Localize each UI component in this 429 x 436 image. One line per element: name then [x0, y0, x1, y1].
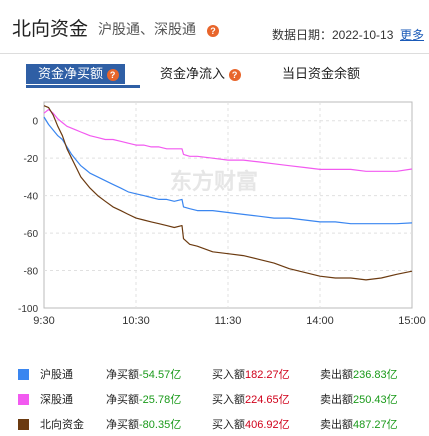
- legend-sell: 卖出额487.27亿: [320, 414, 398, 436]
- legend-sell: 卖出额250.43亿: [320, 389, 398, 411]
- y-axis-ticks: 0 -20 -40 -60 -80 -100: [18, 117, 38, 315]
- sell-value: 236.83亿: [353, 369, 398, 381]
- sell-value: 487.27亿: [353, 419, 398, 431]
- y-tick-label: -80: [24, 267, 39, 278]
- net-label: 净买额: [106, 394, 139, 406]
- tab-active-underline: [26, 85, 140, 88]
- buy-label: 买入额: [212, 394, 245, 406]
- buy-value: 182.27亿: [245, 369, 290, 381]
- x-tick-label: 15:00: [398, 315, 426, 327]
- buy-label: 买入额: [212, 369, 245, 381]
- sell-value: 250.43亿: [353, 394, 398, 406]
- series-line-sh: [43, 116, 413, 225]
- legend-name: 沪股通: [40, 369, 73, 381]
- more-link[interactable]: 更多: [400, 28, 425, 42]
- buy-label: 买入额: [212, 419, 245, 431]
- tab-daily-balance[interactable]: 当日资金余额: [282, 64, 360, 84]
- tab-daily-balance-label: 当日资金余额: [282, 66, 361, 81]
- help-icon[interactable]: ?: [207, 25, 219, 37]
- legend-net: 净买额-80.35亿: [106, 414, 181, 436]
- net-buy-chart[interactable]: 东方财富 0 -20 -40 -60 -80 -100 9:30 10:30 11:30 14:…: [0, 92, 429, 332]
- y-tick-label: -60: [24, 229, 39, 240]
- legend-swatch: [18, 394, 29, 405]
- net-label: 净买额: [106, 419, 139, 431]
- x-tick-label: 9:30: [33, 315, 54, 327]
- tab-net-buy-label: 资金净买额: [38, 66, 104, 81]
- net-label: 净买额: [106, 369, 139, 381]
- tab-bar: 资金净买额 ? 资金净流入 ? 当日资金余额: [0, 60, 429, 90]
- legend-sell: 卖出额236.83亿: [320, 364, 398, 386]
- sell-label: 卖出额: [320, 419, 353, 431]
- legend-swatch: [18, 369, 29, 380]
- x-tick-label: 14:00: [306, 315, 334, 327]
- y-tick-label: 0: [32, 117, 38, 128]
- chart-grid: [43, 101, 413, 309]
- legend-row-sz: 深股通 净买额-25.78亿 买入额224.65亿 卖出额250.43亿: [0, 389, 429, 411]
- legend-row-north: 北向资金 净买额-80.35亿 买入额406.92亿 卖出额487.27亿: [0, 414, 429, 436]
- legend-swatch: [18, 419, 29, 430]
- buy-value: 406.92亿: [245, 419, 290, 431]
- net-value: -54.57亿: [139, 369, 182, 381]
- legend-name: 深股通: [40, 394, 73, 406]
- y-tick-label: -40: [24, 192, 39, 203]
- net-value: -80.35亿: [139, 419, 182, 431]
- buy-value: 224.65亿: [245, 394, 290, 406]
- watermark: 东方财富: [170, 169, 258, 194]
- tab-net-inflow[interactable]: 资金净流入 ?: [160, 64, 241, 84]
- legend-net: 净买额-54.57亿: [106, 364, 181, 386]
- chart-series: [43, 105, 413, 281]
- legend-row-sh: 沪股通 净买额-54.57亿 买入额182.27亿 卖出额236.83亿: [0, 364, 429, 386]
- y-tick-label: -100: [18, 304, 38, 315]
- legend-buy: 买入额406.92亿: [212, 414, 290, 436]
- tab-net-buy[interactable]: 资金净买额 ?: [26, 64, 125, 84]
- legend-buy: 买入额224.65亿: [212, 389, 290, 411]
- page-title: 北向资金: [12, 19, 89, 40]
- help-icon[interactable]: ?: [228, 68, 241, 81]
- tab-net-inflow-label: 资金净流入: [160, 66, 226, 81]
- data-date: 数据日期：2022-10-13: [272, 28, 394, 42]
- series-line-north: [43, 105, 413, 281]
- help-icon[interactable]: ?: [106, 68, 119, 81]
- x-tick-label: 11:30: [215, 315, 242, 327]
- page-subtitle: 沪股通、深股通: [98, 21, 196, 37]
- series-line-sz: [43, 108, 413, 172]
- legend-name: 北向资金: [40, 419, 84, 431]
- legend-buy: 买入额182.27亿: [212, 364, 290, 386]
- sell-label: 卖出额: [320, 369, 353, 381]
- sell-label: 卖出额: [320, 394, 353, 406]
- net-value: -25.78亿: [139, 394, 182, 406]
- header-divider: [0, 53, 429, 54]
- x-tick-label: 10:30: [122, 315, 150, 327]
- legend-net: 净买额-25.78亿: [106, 389, 181, 411]
- header: 北向资金 沪股通、深股通 ? 数据日期：2022-10-13 更多: [0, 0, 429, 50]
- y-tick-label: -20: [24, 154, 39, 165]
- x-axis-ticks: 9:30 10:30 11:30 14:00 15:00: [33, 315, 425, 327]
